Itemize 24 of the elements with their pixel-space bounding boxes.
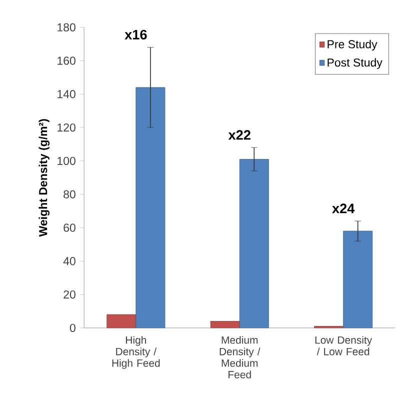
legend-label: Post Study (328, 58, 382, 69)
annotation: x24 (332, 204, 355, 214)
bar (343, 230, 373, 328)
legend-label: Pre Study (328, 40, 378, 51)
bar (136, 87, 166, 328)
y-tick-label: 140 (58, 90, 76, 98)
y-tick-label: 60 (64, 224, 76, 232)
y-tick-label: 160 (58, 56, 76, 65)
y-tick-label: 0 (70, 324, 76, 332)
y-axis-title: Weight Density (g/m²) (38, 119, 50, 237)
bar (106, 314, 136, 328)
annotation: x16 (124, 30, 147, 40)
y-tick-label: 180 (58, 23, 76, 32)
y-tick-label: 20 (64, 290, 76, 299)
y-tick-label: 40 (63, 257, 76, 266)
y-tick-label: 120 (58, 123, 76, 132)
annotation: x22 (228, 130, 250, 140)
x-tick-label: Medium Density / Medium Feed (220, 336, 260, 378)
y-tick-label: 100 (58, 156, 76, 166)
x-tick-label: High Density / High Feed (112, 336, 160, 369)
bar (210, 321, 240, 328)
y-tick-label: 80 (64, 190, 76, 198)
x-tick-label: Low Density / Low Feed (315, 336, 372, 356)
bar (239, 159, 269, 328)
